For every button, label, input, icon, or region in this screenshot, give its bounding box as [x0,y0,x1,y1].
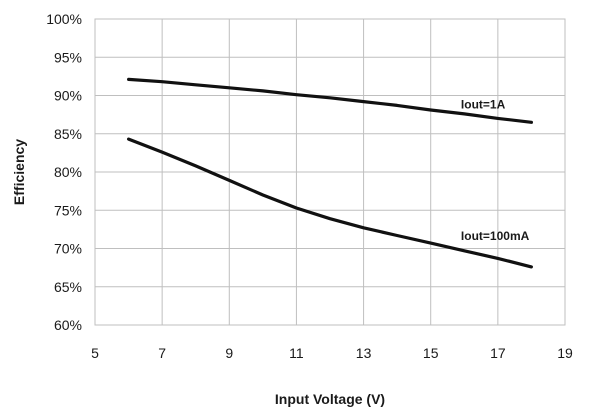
y-tick-label: 95% [54,49,82,65]
y-tick-label: 100% [46,11,82,27]
series-lines [127,77,534,269]
x-tick-label: 19 [557,345,573,361]
y-tick-label: 90% [54,88,82,104]
x-tick-label: 7 [158,345,166,361]
series-line-0 [127,77,534,124]
series-line-1 [127,137,534,269]
plot-border [94,18,566,326]
series-label-0: Iout=1A [461,98,506,112]
y-tick-label: 85% [54,126,82,142]
y-tick-label: 80% [54,164,82,180]
labels: 60% 65% 70% 75% 80% 85% 90% 95% 100% 5 7 9 11 13 15 17 1… [46,11,573,361]
x-tick-label: 15 [423,345,439,361]
x-axis-title: Input Voltage (V) [275,391,385,407]
y-tick-label: 65% [54,279,82,295]
y-tick-label: 75% [54,202,82,218]
gridlines [94,18,566,326]
y-axis-title: Efficiency [11,139,27,205]
y-tick-label: 60% [54,317,82,333]
y-tick-label: 70% [54,241,82,257]
x-tick-label: 11 [289,345,304,361]
x-tick-label: 9 [225,345,233,361]
x-tick-label: 17 [490,345,506,361]
series-label-1: Iout=100mA [461,229,530,243]
x-tick-label: 5 [91,345,99,361]
x-tick-label: 13 [356,345,372,361]
